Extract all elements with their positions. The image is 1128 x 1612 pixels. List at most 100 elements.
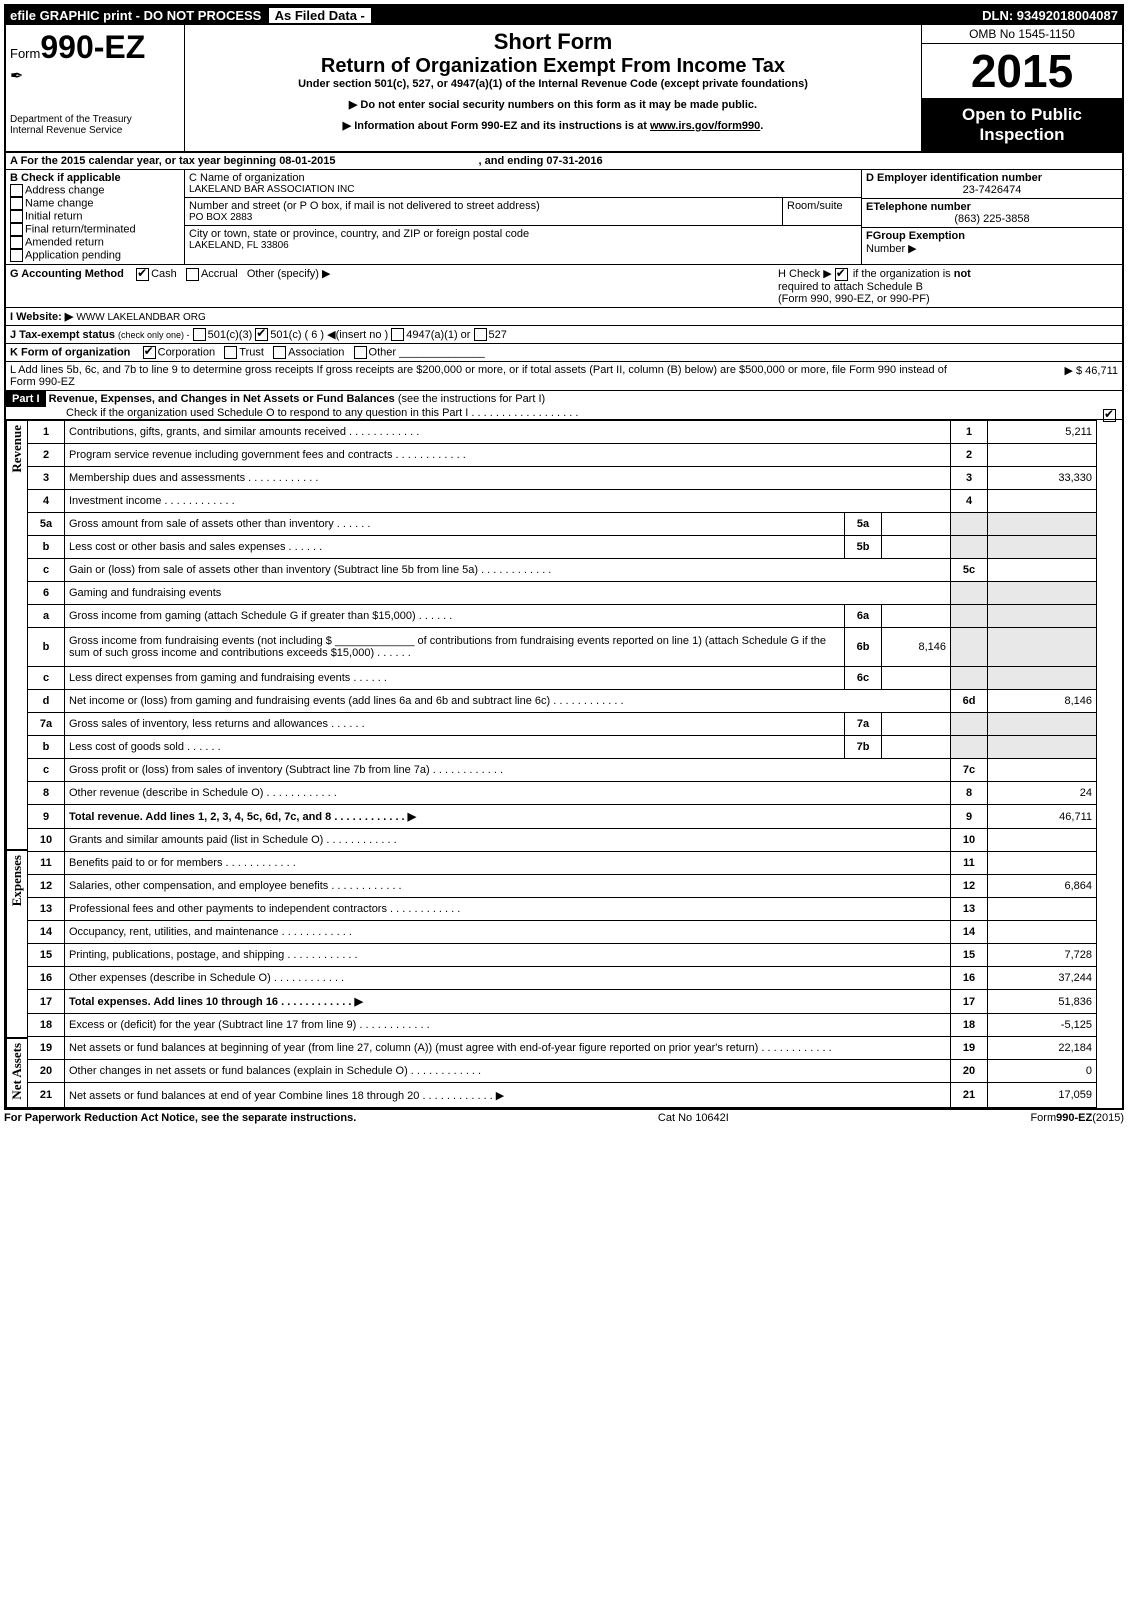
C-addr-label: Number and street (or P O box, if mail i… — [189, 200, 778, 212]
b-checkbox[interactable] — [10, 184, 23, 197]
G-label: G Accounting Method — [10, 268, 124, 280]
topbar-left: efile GRAPHIC print - DO NOT PROCESS — [10, 8, 261, 23]
side-expenses: Expenses — [9, 851, 25, 910]
E-value: (863) 225-3858 — [866, 213, 1118, 225]
line-row: 14Occupancy, rent, utilities, and mainte… — [28, 921, 1097, 944]
subtitle: Under section 501(c), 527, or 4947(a)(1)… — [189, 78, 917, 90]
b-item: Amended return — [10, 236, 180, 249]
lines-block: Revenue Expenses Net Assets 1Contributio… — [6, 420, 1097, 1108]
form-number: 990-EZ — [40, 29, 145, 65]
b-checkbox[interactable] — [10, 249, 23, 262]
tax-year: 2015 — [922, 44, 1122, 99]
J-label: J Tax-exempt status — [10, 329, 115, 341]
side-netassets: Net Assets — [9, 1039, 25, 1104]
line-row: dNet income or (loss) from gaming and fu… — [28, 690, 1097, 713]
K-other-checkbox[interactable] — [354, 346, 367, 359]
b-item: Address change — [10, 184, 180, 197]
F-label: FGroup Exemption — [866, 230, 965, 242]
line-row: 6Gaming and fundraising events — [28, 581, 1097, 604]
part-i-sub: (see the instructions for Part I) — [398, 393, 545, 405]
C-city-label: City or town, state or province, country… — [189, 228, 857, 240]
irs-link[interactable]: www.irs.gov/form990 — [650, 120, 760, 132]
D-label: D Employer identification number — [866, 172, 1118, 184]
line-row: 10Grants and similar amounts paid (list … — [28, 829, 1097, 852]
line-row: 1Contributions, gifts, grants, and simil… — [28, 421, 1097, 444]
line-row: 21Net assets or fund balances at end of … — [28, 1083, 1097, 1108]
note-info: ▶ Information about Form 990-EZ and its … — [189, 119, 917, 132]
line-row: 4Investment income . . . . . . . . . . .… — [28, 490, 1097, 513]
H-checkbox[interactable] — [835, 268, 848, 281]
line-row: 16Other expenses (describe in Schedule O… — [28, 967, 1097, 990]
topbar-mid: As Filed Data - — [269, 8, 371, 23]
line-row: 13Professional fees and other payments t… — [28, 898, 1097, 921]
line-row: 18Excess or (deficit) for the year (Subt… — [28, 1014, 1097, 1037]
dept-treasury: Department of the Treasury — [10, 114, 180, 125]
line-row: cGain or (loss) from sale of assets othe… — [28, 559, 1097, 582]
form-header: Form990-EZ ✒ Department of the Treasury … — [6, 25, 1122, 153]
dept-irs: Internal Revenue Service — [10, 125, 180, 136]
line-row: 7aGross sales of inventory, less returns… — [28, 713, 1097, 736]
C-addr-value: PO BOX 2883 — [189, 212, 778, 223]
b-checkbox[interactable] — [10, 223, 23, 236]
L-value: ▶ $ 46,711 — [968, 364, 1118, 388]
side-revenue: Revenue — [9, 421, 25, 477]
J-501c3-checkbox[interactable] — [193, 328, 206, 341]
I-value: WWW LAKELANDBAR ORG — [76, 312, 205, 323]
line-row: bGross income from fundraising events (n… — [28, 627, 1097, 666]
open-public: Open to Public Inspection — [922, 99, 1122, 151]
form-number-block: Form990-EZ — [10, 29, 180, 66]
G-accrual-checkbox[interactable] — [186, 268, 199, 281]
b-checkbox[interactable] — [10, 210, 23, 223]
efile-topbar: efile GRAPHIC print - DO NOT PROCESS As … — [6, 6, 1122, 25]
F-label2: Number ▶ — [866, 243, 917, 255]
line-row: 3Membership dues and assessments . . . .… — [28, 467, 1097, 490]
b-checkbox[interactable] — [10, 197, 23, 210]
section-BCDEF: B Check if applicable Address changeName… — [6, 170, 1122, 265]
line-row: 20Other changes in net assets or fund ba… — [28, 1060, 1097, 1083]
b-item: Initial return — [10, 210, 180, 223]
note-ssn: ▶ Do not enter social security numbers o… — [189, 98, 917, 111]
lines-table: 1Contributions, gifts, grants, and simil… — [27, 420, 1097, 1108]
line-row: 5aGross amount from sale of assets other… — [28, 513, 1097, 536]
b-checkbox[interactable] — [10, 236, 23, 249]
G-cash-checkbox[interactable] — [136, 268, 149, 281]
line-row: 9Total revenue. Add lines 1, 2, 3, 4, 5c… — [28, 804, 1097, 828]
K-label: K Form of organization — [10, 347, 130, 359]
part-i-header: Part I — [6, 391, 46, 407]
D-value: 23-7426474 — [866, 184, 1118, 196]
line-row: 2Program service revenue including gover… — [28, 444, 1097, 467]
line-row: bLess cost of goods sold . . . . . .7b — [28, 736, 1097, 759]
b-item: Name change — [10, 197, 180, 210]
J-527-checkbox[interactable] — [474, 328, 487, 341]
line-row: 15Printing, publications, postage, and s… — [28, 944, 1097, 967]
omb-number: OMB No 1545-1150 — [922, 25, 1122, 44]
main-title: Return of Organization Exempt From Incom… — [189, 55, 917, 78]
line-row: bLess cost or other basis and sales expe… — [28, 536, 1097, 559]
K-trust-checkbox[interactable] — [224, 346, 237, 359]
line-row: 8Other revenue (describe in Schedule O) … — [28, 781, 1097, 804]
line-row: cLess direct expenses from gaming and fu… — [28, 667, 1097, 690]
K-assoc-checkbox[interactable] — [273, 346, 286, 359]
b-item: Application pending — [10, 249, 180, 262]
line-A: A For the 2015 calendar year, or tax yea… — [6, 153, 607, 169]
part-i-check-text: Check if the organization used Schedule … — [6, 407, 578, 419]
I-label: I Website: ▶ — [10, 311, 73, 323]
line-row: cGross profit or (loss) from sales of in… — [28, 758, 1097, 781]
J-501c-checkbox[interactable] — [255, 328, 268, 341]
line-row: 11Benefits paid to or for members . . . … — [28, 852, 1097, 875]
L-text: L Add lines 5b, 6c, and 7b to line 9 to … — [10, 364, 968, 388]
line-row: 12Salaries, other compensation, and empl… — [28, 875, 1097, 898]
C-room-label: Room/suite — [783, 198, 861, 225]
J-4947-checkbox[interactable] — [391, 328, 404, 341]
C-city-value: LAKELAND, FL 33806 — [189, 240, 857, 251]
line-row: 17Total expenses. Add lines 10 through 1… — [28, 990, 1097, 1014]
form-prefix: Form — [10, 46, 40, 61]
short-form-title: Short Form — [189, 29, 917, 55]
K-corp-checkbox[interactable] — [143, 346, 156, 359]
C-name-label: C Name of organization — [189, 172, 857, 184]
part-i-schedule-o-checkbox[interactable] — [1103, 409, 1116, 422]
E-label: ETelephone number — [866, 201, 1118, 213]
C-name-value: LAKELAND BAR ASSOCIATION INC — [189, 184, 857, 195]
topbar-dln: DLN: 93492018004087 — [982, 8, 1118, 23]
form-container: efile GRAPHIC print - DO NOT PROCESS As … — [4, 4, 1124, 1110]
